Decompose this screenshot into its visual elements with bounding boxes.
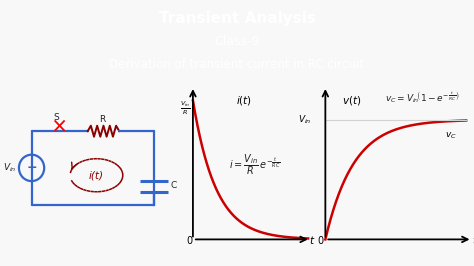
Text: $i(t)$: $i(t)$ [236,94,252,107]
Text: $V_{in}$: $V_{in}$ [298,114,311,126]
Text: C: C [170,181,176,190]
Text: Class-9: Class-9 [214,35,260,48]
Text: i(t): i(t) [89,170,104,180]
Text: R: R [100,115,106,124]
Text: 0: 0 [318,236,324,246]
Text: S: S [53,113,59,122]
Text: Transient Analysis: Transient Analysis [159,11,315,26]
Text: $\frac{V_{in}}{R}$: $\frac{V_{in}}{R}$ [180,99,191,117]
Text: 0: 0 [186,236,192,246]
Text: Derivation of transient current in RC circuit: Derivation of transient current in RC ci… [109,59,365,71]
Text: $v_C$: $v_C$ [445,131,456,141]
Text: $t$: $t$ [473,234,474,246]
Text: $v_C = V_{in}\!\left(1-e^{-\frac{t}{RC}}\right)$: $v_C = V_{in}\!\left(1-e^{-\frac{t}{RC}}… [385,89,460,105]
Text: $i = \dfrac{V_{in}}{R}\,e^{-\frac{t}{RC}}$: $i = \dfrac{V_{in}}{R}\,e^{-\frac{t}{RC}… [228,152,280,177]
Text: $t$: $t$ [310,234,316,246]
Text: $V_{in}$: $V_{in}$ [3,162,17,174]
Text: +: + [26,161,37,174]
Text: $v(t)$: $v(t)$ [342,94,362,107]
